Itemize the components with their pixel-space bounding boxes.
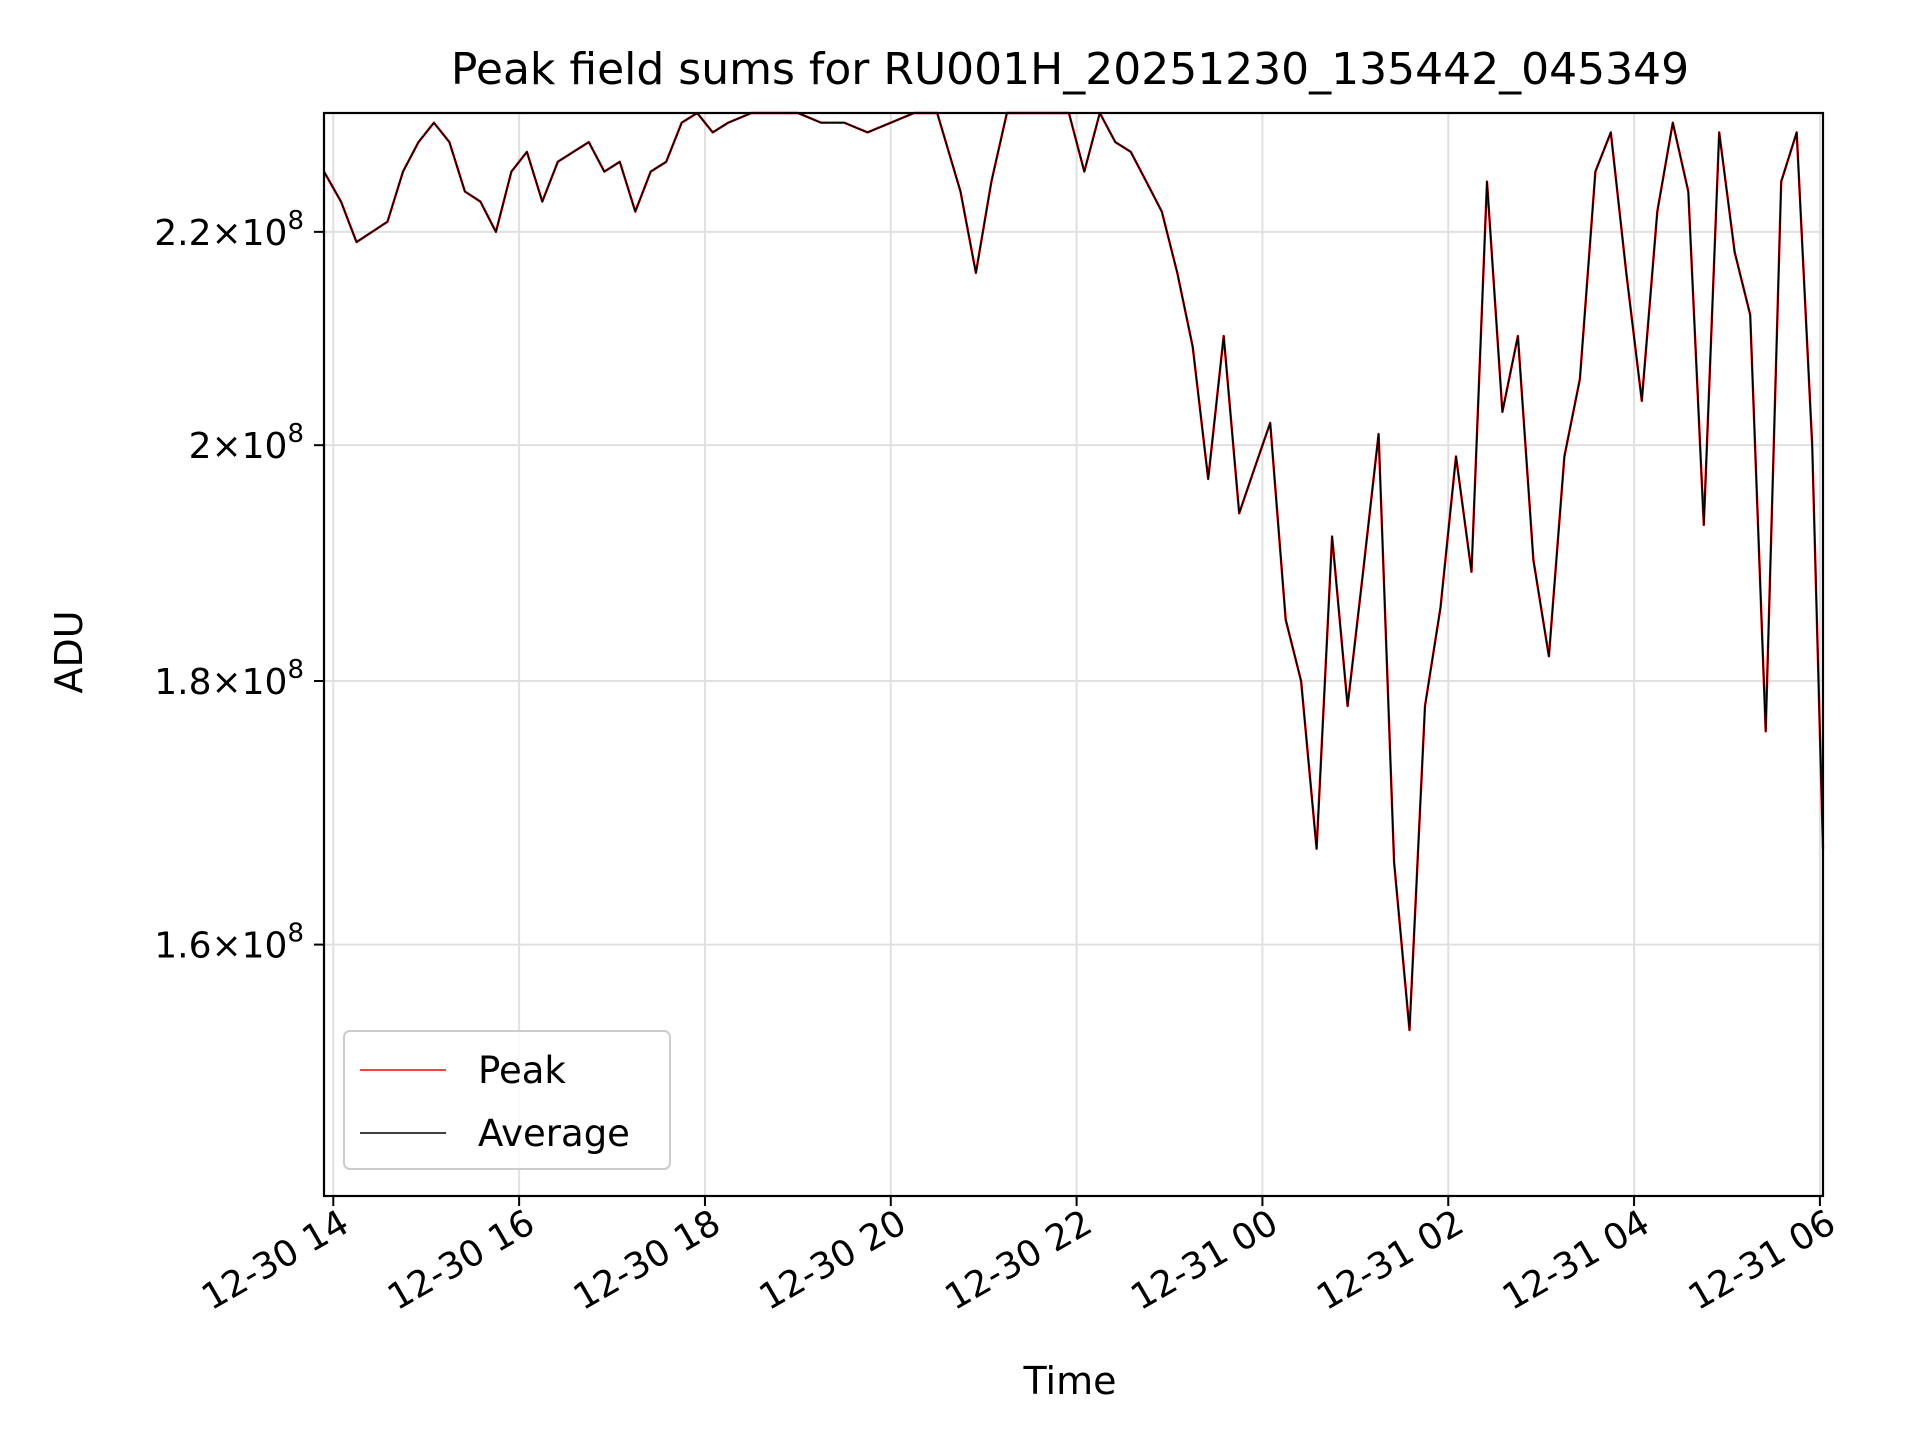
legend: Peak Average [343,1030,671,1170]
grid-layer [324,113,1823,1196]
x-axis-label: Time [1023,1359,1117,1403]
y-tick-label: 1.6×108 [154,919,304,967]
y-tick-label: 2.2×108 [154,206,304,254]
y-axis-label: ADU [47,610,91,693]
chart-title: Peak field sums for RU001H_20251230_1354… [451,44,1689,95]
legend-label-peak: Peak [478,1049,566,1092]
series-line-average [323,112,1824,1031]
legend-box [343,1030,671,1170]
legend-label-average: Average [478,1112,630,1155]
y-tick-label: 2×108 [189,419,304,467]
plot-frame [322,111,1825,1198]
series-layer [322,111,1825,1032]
y-tick-label: 1.8×108 [154,655,304,703]
